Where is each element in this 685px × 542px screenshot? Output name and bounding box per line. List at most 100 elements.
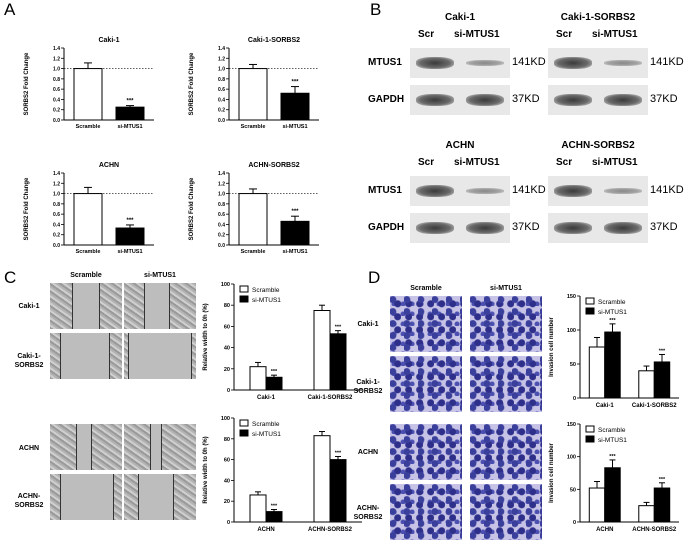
protein-band <box>416 94 454 106</box>
y-tick-label: 0.2 <box>218 233 225 239</box>
molecular-weight-label: 141KD <box>650 56 684 68</box>
legend-label: si-MTUS1 <box>252 431 281 438</box>
panel-d-chart-bottom: Invasion cell number 0 50 100 150 Scramble si-… <box>549 422 679 533</box>
panel-d-col-header-si-mtus1: si-MTUS1 <box>490 285 522 292</box>
legend-label: Scramble <box>598 299 626 306</box>
y-tick-label: 1.4 <box>53 46 60 52</box>
y-axis-label: Relative width to 0h (%) <box>203 303 209 370</box>
protein-band <box>554 185 592 197</box>
invasion-image-caki1-sorbs2-si-mtus1 <box>470 356 542 412</box>
y-tick-label: 1.2 <box>218 56 225 62</box>
panel-c-row-label-achn-sorbs2: ACHN- SORBS2 <box>14 493 44 509</box>
y-tick-label: 40 <box>224 478 230 484</box>
protein-band <box>416 222 454 234</box>
significance-label: *** <box>126 99 134 105</box>
significance-label: *** <box>126 218 134 224</box>
molecular-weight-label: 37KD <box>512 221 540 233</box>
panel-letter-b: B <box>370 0 382 19</box>
scratch-image-caki1-si-mtus1 <box>124 283 196 329</box>
y-tick-label: 0 <box>573 396 576 402</box>
protein-band <box>466 188 504 194</box>
x-tick-label: Caki-1 <box>257 395 276 401</box>
y-tick-label: 0.6 <box>53 212 60 218</box>
y-tick-label: 1.0 <box>218 67 225 73</box>
molecular-weight-label: 141KD <box>512 56 546 68</box>
panel-a-chart-achn: ACHN SORBS2 Fold Change 0.0 0.2 0.4 0.6 0.8 1.0… <box>24 162 154 255</box>
x-tick-label: ACHN <box>596 527 613 533</box>
molecular-weight-label: 37KD <box>650 93 678 105</box>
bar-scramble <box>588 487 606 523</box>
invasion-image-achn-sorbs2-si-mtus1 <box>470 484 542 540</box>
x-tick-label: si-MTUS1 <box>117 124 142 130</box>
bar-si-mtus1 <box>604 331 621 399</box>
x-tick-label: ACHN <box>257 527 274 533</box>
molecular-weight-label: 141KD <box>650 184 684 196</box>
y-tick-label: 0.8 <box>53 202 60 208</box>
y-tick-label: 1.4 <box>53 171 60 177</box>
y-axis-label: SORBS2 Fold Change <box>24 52 30 115</box>
y-tick-label: 50 <box>570 487 576 493</box>
y-axis-label: Invasion cell number <box>549 316 555 376</box>
panel-c-chart-top: Relative width to 0h (%) 0 20 40 60 80 100 Scra… <box>203 282 362 401</box>
protein-band <box>416 57 454 69</box>
significance-label: *** <box>659 477 666 483</box>
protein-band <box>466 94 504 106</box>
x-tick-label: Scramble <box>76 249 101 255</box>
legend-swatch <box>239 419 249 427</box>
blot-title: Caki-1 <box>444 12 475 23</box>
legend-label: Scramble <box>598 427 626 434</box>
scratch-image-achn-sorbs2-scramble <box>50 474 122 520</box>
panel-d-chart-top: Invasion cell number 0 50 100 150 Scramble si-… <box>549 294 679 409</box>
blot-title: ACHN <box>445 140 475 151</box>
panel-letter-c: C <box>4 268 17 287</box>
legend-swatch <box>585 307 595 315</box>
bar-si-mtus1 <box>265 511 283 523</box>
y-tick-label: 1.0 <box>53 67 60 73</box>
significance-label: *** <box>609 318 616 324</box>
panel-d-row-label-achn: ACHN <box>357 449 379 456</box>
chart-title: Caki-1 <box>98 37 119 44</box>
y-tick-label: 1.2 <box>218 181 225 187</box>
protein-band <box>466 222 504 234</box>
invasion-image-achn-sorbs2-scramble <box>390 484 462 540</box>
y-tick-label: 0 <box>573 520 576 526</box>
molecular-weight-label: 37KD <box>650 221 678 233</box>
panel-c-row-label-caki1: Caki-1 <box>18 303 40 310</box>
scratch-image-achn-scramble <box>50 424 122 470</box>
bar-scramble <box>238 193 268 246</box>
bar-scramble <box>638 505 655 523</box>
y-tick-label: 1.2 <box>53 56 60 62</box>
y-tick-label: 100 <box>221 416 230 422</box>
legend-swatch <box>239 285 249 293</box>
invasion-image-caki1-scramble <box>390 296 462 352</box>
lane-label: si-MTUS1 <box>592 157 638 168</box>
y-tick-label: 0 <box>227 520 230 526</box>
y-axis-label: Relative width to 0h (%) <box>203 436 209 503</box>
y-tick-label: 100 <box>567 455 576 461</box>
panel-c-row-label-achn: ACHN <box>18 445 40 452</box>
lane-label: Scr <box>418 29 435 40</box>
bar-si-mtus1 <box>604 467 621 523</box>
x-tick-label: si-MTUS1 <box>117 249 142 255</box>
x-tick-label: Caki-1-SORBS2 <box>632 403 677 409</box>
y-tick-label: 1.0 <box>53 192 60 198</box>
bar-scramble <box>313 435 331 523</box>
y-tick-label: 80 <box>224 303 230 309</box>
y-tick-label: 0.8 <box>218 77 225 83</box>
legend-swatch <box>585 297 595 305</box>
protein-label: MTUS1 <box>368 57 402 68</box>
y-tick-label: 60 <box>224 324 230 330</box>
lane-label: si-MTUS1 <box>592 29 638 40</box>
significance-label: *** <box>335 325 342 331</box>
bar-scramble <box>638 370 655 399</box>
x-tick-label: ACHN-SORBS2 <box>632 527 677 533</box>
x-tick-label: Scramble <box>241 249 266 255</box>
bar-si-mtus1 <box>329 333 347 391</box>
y-tick-label: 0.0 <box>218 243 225 249</box>
y-tick-label: 0 <box>227 388 230 394</box>
lane-label: Scr <box>556 29 573 40</box>
bar-scramble <box>313 310 331 391</box>
legend-label: Scramble <box>252 287 280 294</box>
protein-band <box>604 60 642 66</box>
panel-letter-d: D <box>368 268 381 287</box>
